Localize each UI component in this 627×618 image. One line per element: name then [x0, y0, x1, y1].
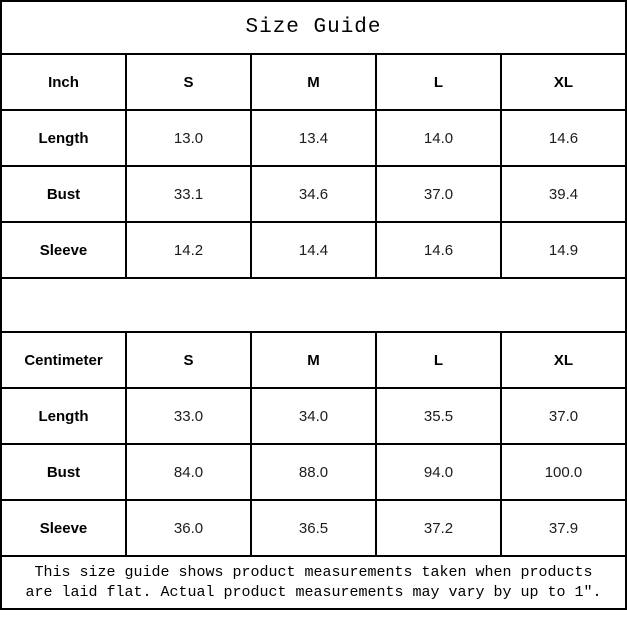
- inch-size-header-xl: XL: [500, 53, 627, 111]
- measurement-cell: 84.0: [125, 443, 252, 501]
- row-header-length: Length: [0, 109, 127, 167]
- footer-row: This size guide shows product measuremen…: [0, 555, 627, 610]
- cm-sleeve-row: Sleeve 36.0 36.5 37.2 37.9: [0, 499, 627, 557]
- measurement-cell: 94.0: [375, 443, 502, 501]
- measurement-cell: 14.9: [500, 221, 627, 279]
- measurement-cell: 37.2: [375, 499, 502, 557]
- measurement-cell: 39.4: [500, 165, 627, 223]
- measurement-cell: 14.6: [500, 109, 627, 167]
- inch-bust-row: Bust 33.1 34.6 37.0 39.4: [0, 165, 627, 223]
- cm-size-header-l: L: [375, 331, 502, 389]
- measurement-cell: 37.9: [500, 499, 627, 557]
- measurement-cell: 14.6: [375, 221, 502, 279]
- footer-note-line1: This size guide shows product measuremen…: [34, 563, 593, 581]
- measurement-cell: 33.1: [125, 165, 252, 223]
- spacer-row: [0, 277, 627, 333]
- cm-unit-header: Centimeter: [0, 331, 127, 389]
- cm-bust-row: Bust 84.0 88.0 94.0 100.0: [0, 443, 627, 501]
- measurement-cell: 14.0: [375, 109, 502, 167]
- title-row: Size Guide: [0, 0, 627, 55]
- measurement-cell: 37.0: [375, 165, 502, 223]
- inch-length-row: Length 13.0 13.4 14.0 14.6: [0, 109, 627, 167]
- inch-sleeve-row: Sleeve 14.2 14.4 14.6 14.9: [0, 221, 627, 279]
- inch-unit-header: Inch: [0, 53, 127, 111]
- inch-size-header-m: M: [250, 53, 377, 111]
- footer-note-line2: are laid flat. Actual product measuremen…: [25, 583, 602, 601]
- cm-length-row: Length 33.0 34.0 35.5 37.0: [0, 387, 627, 445]
- measurement-cell: 34.0: [250, 387, 377, 445]
- size-guide-title: Size Guide: [0, 0, 627, 55]
- row-header-sleeve: Sleeve: [0, 221, 127, 279]
- row-header-sleeve: Sleeve: [0, 499, 127, 557]
- measurement-cell: 14.2: [125, 221, 252, 279]
- inch-size-header-l: L: [375, 53, 502, 111]
- measurement-cell: 36.5: [250, 499, 377, 557]
- cm-size-header-xl: XL: [500, 331, 627, 389]
- measurement-cell: 33.0: [125, 387, 252, 445]
- spacer-cell: [0, 277, 627, 333]
- cm-size-header-s: S: [125, 331, 252, 389]
- measurement-cell: 37.0: [500, 387, 627, 445]
- cm-size-header-m: M: [250, 331, 377, 389]
- measurement-cell: 36.0: [125, 499, 252, 557]
- row-header-length: Length: [0, 387, 127, 445]
- measurement-cell: 35.5: [375, 387, 502, 445]
- measurement-cell: 13.0: [125, 109, 252, 167]
- inch-size-header-s: S: [125, 53, 252, 111]
- cm-header-row: Centimeter S M L XL: [0, 331, 627, 389]
- footer-note: This size guide shows product measuremen…: [0, 555, 627, 610]
- measurement-cell: 13.4: [250, 109, 377, 167]
- inch-header-row: Inch S M L XL: [0, 53, 627, 111]
- measurement-cell: 100.0: [500, 443, 627, 501]
- measurement-cell: 34.6: [250, 165, 377, 223]
- measurement-cell: 88.0: [250, 443, 377, 501]
- row-header-bust: Bust: [0, 443, 127, 501]
- row-header-bust: Bust: [0, 165, 127, 223]
- measurement-cell: 14.4: [250, 221, 377, 279]
